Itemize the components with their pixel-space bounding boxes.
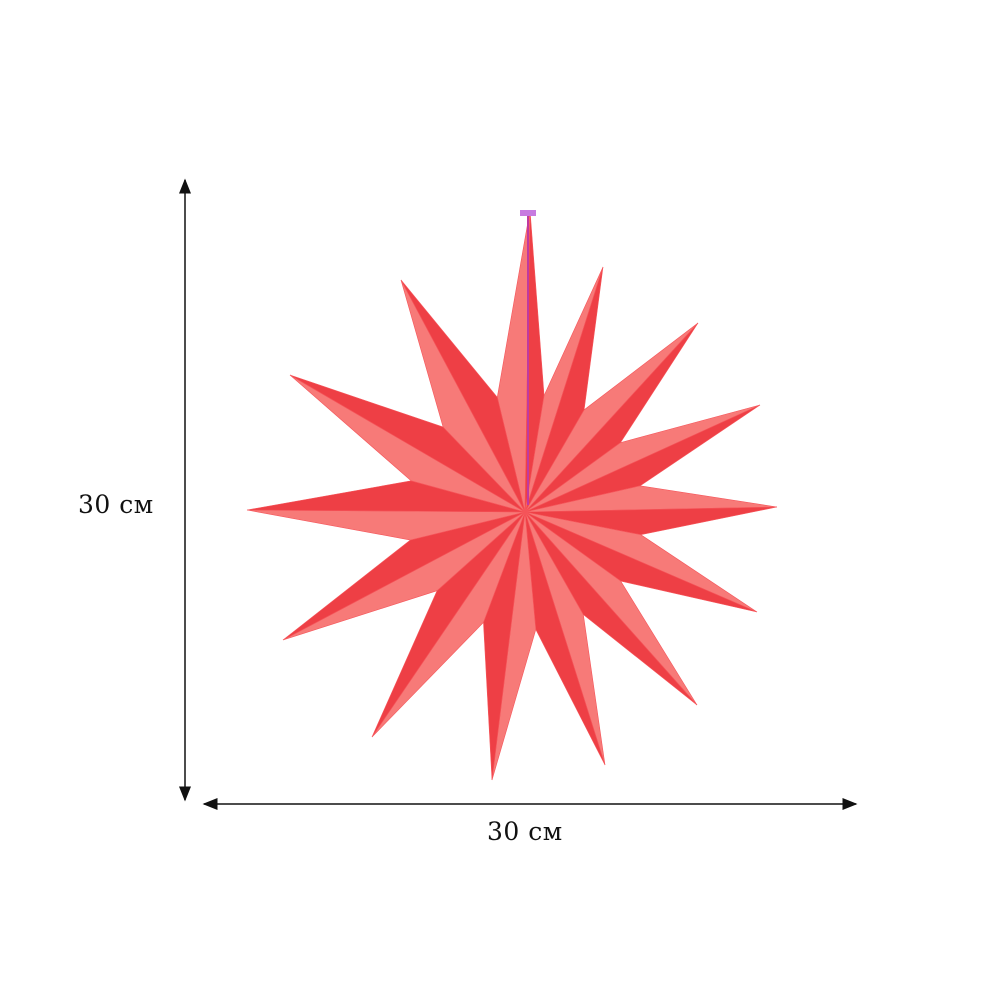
height-label: 30 см: [78, 490, 154, 519]
width-label: 30 см: [487, 817, 563, 846]
star-point-14-right-fold: [400, 279, 526, 513]
string-knot: [520, 210, 536, 216]
paper-star: [246, 209, 778, 781]
